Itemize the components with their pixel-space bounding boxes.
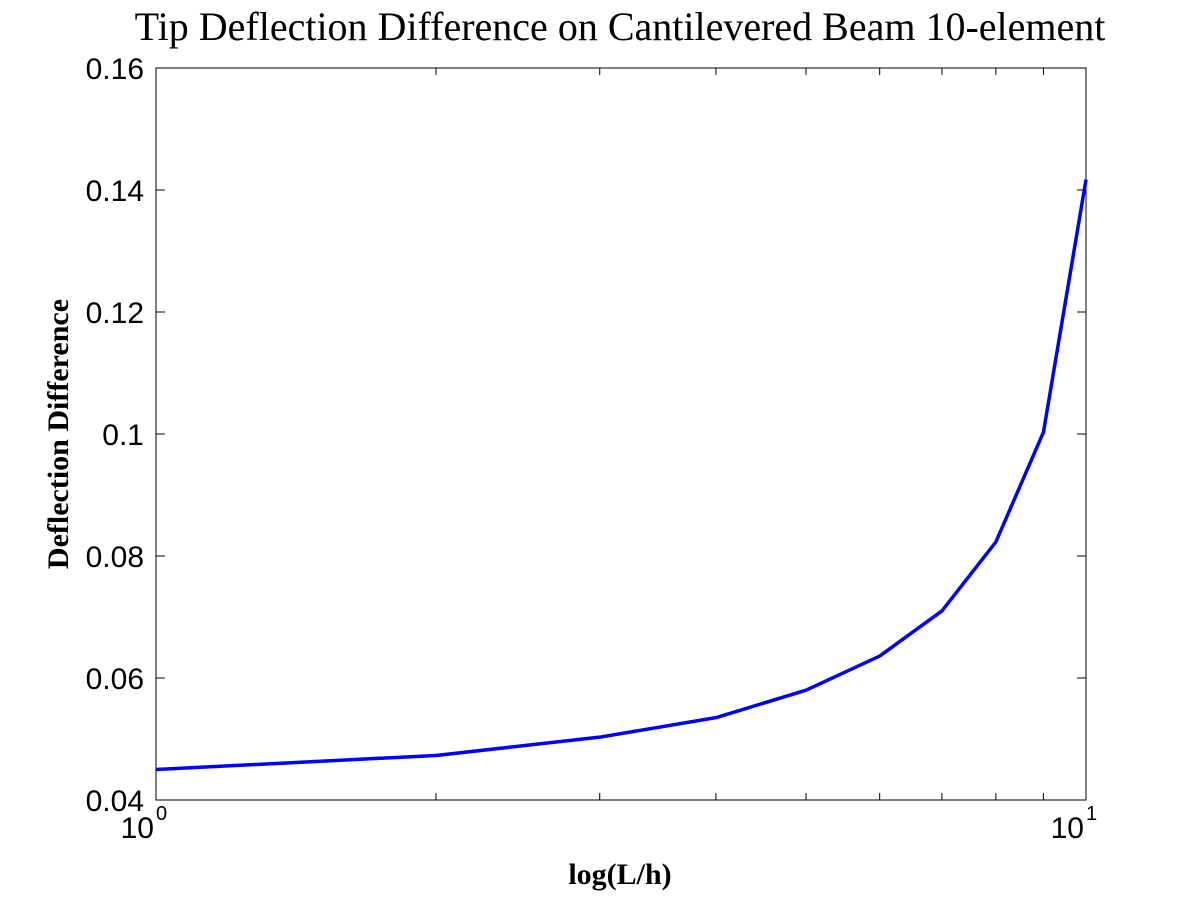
y-tick-label: 0.16 (86, 53, 144, 86)
y-axis-ticks: 0.04 0.06 0.08 0.1 0.12 0.14 0.16 (86, 53, 1086, 818)
y-tick-label: 0.04 (86, 785, 144, 818)
y-axis-label: Deflection Difference (42, 299, 75, 569)
x-tick-label-exponent: 1 (1086, 803, 1097, 825)
y-tick-label: 0.14 (86, 175, 144, 208)
x-tick-label-exponent: 0 (156, 803, 167, 825)
plot-area (155, 67, 1087, 801)
y-tick-label: 0.12 (86, 297, 144, 330)
series-layer (155, 179, 1088, 772)
series-line (155, 179, 1088, 772)
x-axis-ticks: 10 0 10 1 (121, 68, 1097, 845)
x-axis-label: log(L/h) (568, 858, 671, 891)
y-tick-label: 0.1 (102, 419, 144, 452)
chart-title: Tip Deflection Difference on Cantilevere… (135, 4, 1106, 49)
y-tick-label: 0.06 (86, 663, 144, 696)
y-tick-label: 0.08 (86, 541, 144, 574)
x-tick-label-base: 10 (121, 812, 154, 845)
x-tick-label-base: 10 (1051, 812, 1084, 845)
